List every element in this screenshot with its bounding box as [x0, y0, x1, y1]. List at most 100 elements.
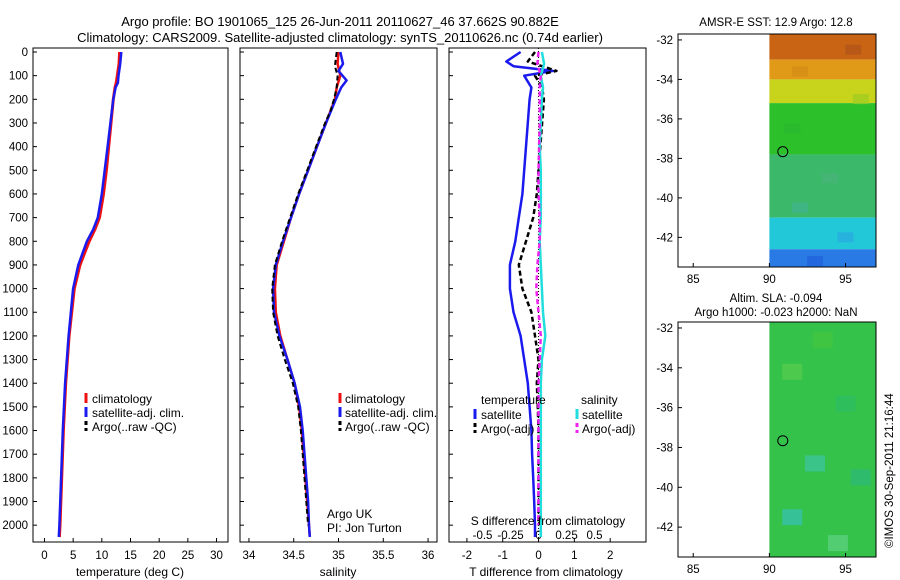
- difference-xtick-label: -2: [462, 550, 472, 562]
- sst-map-title: AMSR-E SST: 12.9 Argo: 12.8: [699, 17, 852, 29]
- difference-panel: -2 -1 0 1 2 -0.5 -0.25 0 0.25 0.5 temperature sali…: [448, 47, 647, 579]
- salinity-difference-axis-label: S difference from climatology: [471, 514, 626, 528]
- sst-band: [769, 154, 876, 218]
- p-sal-xtick-label: 35.5: [372, 550, 394, 562]
- difference-axes-box: [448, 47, 647, 543]
- p-temp-ytick-label: 1100: [3, 307, 28, 319]
- sst-band: [769, 59, 876, 80]
- salinity-difference-tick-label: 0.25: [555, 530, 577, 542]
- difference-legend-label: satellite: [481, 408, 522, 422]
- p-sal-series-satellite-adj: [271, 51, 348, 538]
- difference-series-temperature-satellite: [505, 50, 555, 537]
- difference-marks: -2 -1 0 1 2 -0.5 -0.25 0 0.25 0.5: [449, 48, 613, 562]
- sst-map-marks: 85 90 95 -32 -34 -36 -38 -40 -42: [656, 34, 876, 286]
- p-temp-ytick-label: 2000: [2, 520, 28, 532]
- p-sla-ytick-label: -42: [656, 522, 673, 534]
- p-temp-ytick-label: 300: [9, 118, 28, 130]
- difference-legend-title-salinity: salinity: [581, 393, 618, 407]
- difference-xtick-label: 0: [535, 550, 541, 562]
- p-sla-xtick-label: 95: [839, 564, 852, 576]
- p-sal-xtick-label: 35: [332, 550, 345, 562]
- sst-texture-patch: [845, 44, 862, 55]
- p-sal-xtick-label: 34: [243, 550, 256, 562]
- difference-legend-title-temperature: temperature: [481, 393, 546, 407]
- title-line-1: Argo profile: BO 1901065_125 26-Jun-2011…: [121, 14, 559, 29]
- p-temp-ytick-label: 1800: [2, 473, 28, 485]
- p-sla-ytick-label: -32: [656, 323, 673, 335]
- p-sla-xtick-label: 85: [687, 564, 700, 576]
- p-temp-ytick-label: 1900: [2, 497, 28, 509]
- sla-map-marks: 85 90 95 -32 -34 -36 -38 -40 -42: [656, 322, 876, 576]
- sst-texture-patch: [791, 66, 808, 77]
- temperature-legend-label: Argo(..raw -QC): [92, 420, 177, 434]
- sla-texture-patch: [827, 535, 848, 552]
- sla-title-line-2: Argo h1000: -0.023 h2000: NaN: [694, 307, 857, 319]
- p-temp-ytick-label: 1200: [2, 331, 28, 343]
- p-sla-ytick-label: -34: [656, 363, 673, 375]
- sla-texture-patch: [782, 509, 803, 526]
- p-temp-ytick-label: 1600: [2, 426, 28, 438]
- salinity-axes-box: [239, 47, 438, 543]
- sst-texture-patch: [837, 232, 854, 243]
- difference-legend-label: Argo(-adj): [481, 422, 534, 436]
- sla-map-panel: Altim. SLA: -0.094 Argo h1000: -0.023 h2…: [656, 293, 877, 576]
- sla-texture-patch: [805, 455, 826, 472]
- sla-map-frame: [677, 321, 877, 558]
- p-temp-ytick-label: 200: [9, 94, 28, 106]
- p-temp-ytick-label: 800: [9, 236, 28, 248]
- p-temp-xtick-label: 0: [41, 550, 47, 562]
- sst-texture-patch: [807, 256, 824, 267]
- p-temp-ytick-label: 600: [9, 189, 28, 201]
- p-temp-ytick-label: 1300: [2, 355, 28, 367]
- salinity-legend-label: climatology: [345, 392, 405, 406]
- p-sal-xtick-label: 36: [422, 550, 435, 562]
- p-temp-ytick-label: 100: [9, 71, 28, 83]
- p-temp-ytick-label: 400: [9, 142, 28, 154]
- difference-legend-label: satellite: [582, 408, 623, 422]
- p-temp-ytick-label: 1400: [2, 378, 28, 390]
- p-sst-ytick-label: -36: [656, 114, 673, 126]
- p-temp-ytick-label: 700: [9, 213, 28, 225]
- p-sla-ytick-label: -40: [656, 482, 673, 494]
- sst-band: [769, 79, 876, 104]
- difference-xtick-label: 2: [607, 550, 613, 562]
- p-temp-xtick-label: 30: [210, 550, 223, 562]
- p-temp-xtick-label: 10: [95, 550, 108, 562]
- difference-xlabel: T difference from climatology: [469, 565, 623, 579]
- difference-legend-label: Argo(-adj): [582, 422, 635, 436]
- sla-title-line-1: Altim. SLA: -0.094: [730, 293, 823, 305]
- p-sst-ytick-label: -40: [656, 193, 673, 205]
- sla-texture-patch: [850, 469, 871, 486]
- difference-legend: temperature salinitysatelliteArgo(-adj)sa…: [473, 393, 635, 436]
- salinity-difference-tick-label: -0.5: [473, 530, 493, 542]
- difference-xtick-label: 1: [571, 550, 577, 562]
- salinity-legend-label: satellite-adj. clim.: [345, 406, 437, 420]
- p-temp-xtick-label: 15: [124, 550, 137, 562]
- salinity-legend-label: Argo(..raw -QC): [345, 420, 430, 434]
- p-temp-ytick-label: 1000: [2, 284, 28, 296]
- p-sal-xtick-label: 34.5: [283, 550, 305, 562]
- p-sst-ytick-label: -32: [656, 35, 673, 47]
- p-sst-xtick-label: 90: [763, 274, 776, 286]
- difference-series-salinity-argo: [535, 51, 543, 526]
- temperature-panel: 0 5 10 15 20 25 300100200300400500600700800900…: [2, 47, 229, 579]
- salinity-difference-tick-label: 0.5: [587, 530, 603, 542]
- sst-texture-patch: [791, 202, 808, 213]
- sst-band: [769, 217, 876, 250]
- p-temp-xtick-label: 20: [153, 550, 166, 562]
- p-sla-xtick-label: 90: [763, 564, 776, 576]
- p-sst-xtick-label: 85: [687, 274, 700, 286]
- salinity-difference-tick-label: -0.25: [497, 530, 523, 542]
- temperature-legend-label: climatology: [92, 392, 152, 406]
- difference-xtick-label: -1: [498, 550, 508, 562]
- p-temp-xtick-label: 5: [70, 550, 76, 562]
- sla-texture-patch: [812, 331, 833, 348]
- p-sla-ytick-label: -38: [656, 442, 673, 454]
- institution-label: Argo UK: [327, 507, 372, 521]
- p-temp-ytick-label: 1500: [2, 402, 28, 414]
- p-sst-ytick-label: -34: [656, 74, 673, 86]
- sst-map-panel: AMSR-E SST: 12.9 Argo: 12.8 85 90 95 -32 -34…: [656, 17, 877, 286]
